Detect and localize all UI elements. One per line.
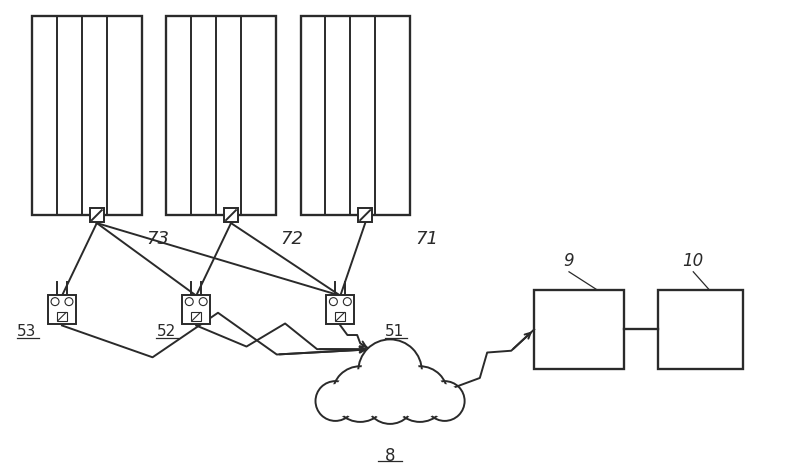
Circle shape [343, 298, 351, 306]
Circle shape [425, 381, 465, 421]
Circle shape [330, 298, 338, 306]
Circle shape [199, 298, 207, 306]
Text: 73: 73 [146, 230, 170, 248]
Text: 9: 9 [564, 252, 574, 270]
Circle shape [332, 366, 388, 422]
Bar [224, 208, 238, 222]
Bar [358, 208, 372, 222]
Text: 53: 53 [18, 324, 37, 340]
Circle shape [395, 369, 445, 419]
Circle shape [368, 377, 412, 421]
Circle shape [362, 342, 419, 400]
Text: 72: 72 [281, 230, 304, 248]
Bar [182, 295, 210, 324]
Text: 52: 52 [157, 324, 176, 340]
Circle shape [65, 298, 73, 306]
Circle shape [366, 374, 415, 424]
Circle shape [186, 298, 194, 306]
Bar [301, 16, 410, 215]
Bar [32, 16, 142, 215]
Bar [534, 289, 624, 369]
Bar [191, 312, 201, 322]
Bar [326, 295, 354, 324]
Bar [48, 295, 76, 324]
Bar [658, 289, 743, 369]
Circle shape [335, 369, 385, 419]
Circle shape [428, 384, 462, 418]
Circle shape [315, 381, 355, 421]
Circle shape [392, 366, 448, 422]
Bar [90, 208, 104, 222]
Text: 51: 51 [385, 324, 404, 340]
Circle shape [51, 298, 59, 306]
Bar [166, 16, 276, 215]
Bar [335, 312, 346, 322]
Text: 8: 8 [385, 447, 395, 465]
Text: 71: 71 [415, 230, 438, 248]
Circle shape [358, 340, 422, 403]
Circle shape [318, 384, 352, 418]
Bar [57, 312, 67, 322]
Text: 10: 10 [682, 252, 704, 270]
